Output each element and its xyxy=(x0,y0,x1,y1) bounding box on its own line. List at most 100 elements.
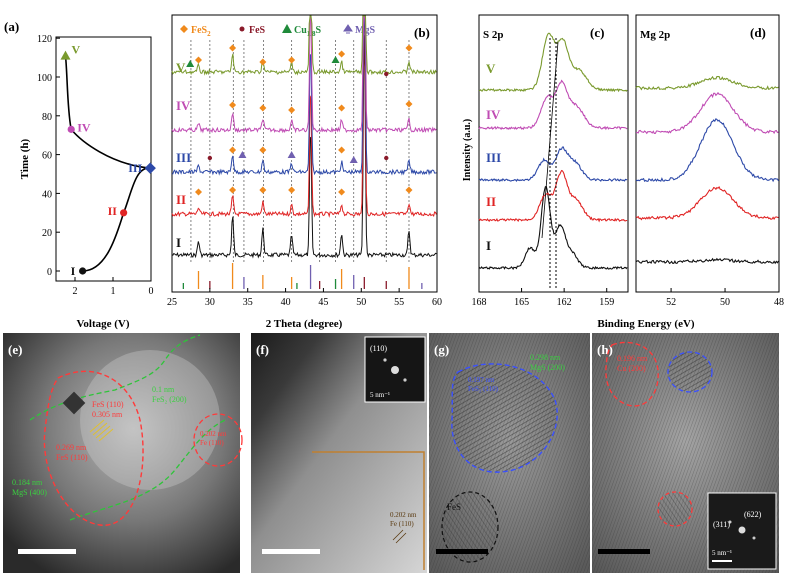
panel-d-xtick-label: 52 xyxy=(666,297,676,308)
panel-g-black-region xyxy=(441,491,499,563)
panel-d: Mg 2p (d) 52 50 48 Binding Energy (eV) xyxy=(597,14,784,330)
panel-b-trace xyxy=(172,15,437,176)
panel-e-green-boundary-2 xyxy=(69,419,226,521)
panel-e-text-7: 0.1 nm xyxy=(152,385,175,394)
panel-b-trace xyxy=(171,35,437,259)
panel-b-fes2-marker xyxy=(405,44,413,52)
panel-c-title: S 2p xyxy=(483,29,504,41)
panel-b-legend-marker xyxy=(343,24,353,34)
panel-b-fes2-marker xyxy=(229,146,237,154)
panel-g-text-1: 0.298 nm xyxy=(530,353,561,362)
panel-c-trace-label: II xyxy=(486,194,496,209)
panel-f-label: (f) xyxy=(256,342,269,357)
panel-h-text-1: 0.196 nm xyxy=(617,354,648,363)
panel-d-traces xyxy=(635,75,779,265)
panel-b-xtick-label: 35 xyxy=(243,297,253,308)
panel-b-fes2-marker xyxy=(229,44,237,52)
panel-b-xtick-label: 55 xyxy=(394,297,404,308)
panel-f-fringe-text-2: Fe (110) xyxy=(390,520,414,528)
panel-a-stage-label: IV xyxy=(77,120,91,134)
panel-b-fes2-marker xyxy=(229,101,237,109)
panel-b-fes2-marker xyxy=(259,146,267,154)
panel-a-ytick-label: 40 xyxy=(42,189,52,200)
panel-b-trace-label: IV xyxy=(176,98,191,113)
panel-d-frame xyxy=(635,14,780,293)
panel-c-trace-label: I xyxy=(486,238,491,253)
panel-b-fes2-marker xyxy=(338,146,346,154)
panel-a-label: (a) xyxy=(4,19,19,34)
panel-c-trace xyxy=(478,32,628,93)
panel-c-trace xyxy=(478,186,628,271)
panel-h-fft-label-2: (311) xyxy=(713,520,730,529)
panel-e-label: (e) xyxy=(8,342,22,357)
panel-b-frame xyxy=(171,14,438,293)
panel-b-trace xyxy=(171,15,437,218)
shared-xlabel: Binding Energy (eV) xyxy=(597,318,695,330)
panel-a-ytick-label: 60 xyxy=(42,151,52,162)
panel-e-crystal-model-icon xyxy=(62,391,86,415)
panel-b-fes2-marker xyxy=(195,56,202,64)
panel-a: (a) 0 20 40 60 80 100 120 2 1 0 Time (h) Voltage… xyxy=(4,19,156,330)
panel-b-xtick-label: 60 xyxy=(432,297,442,308)
panel-f-fft-scale: 5 nm⁻¹ xyxy=(370,391,390,399)
panel-b-traces xyxy=(171,15,437,259)
panel-d-label: (d) xyxy=(750,25,766,40)
panel-a-ytick-label: 0 xyxy=(47,267,52,278)
panel-e-text-9: 0.202 nm xyxy=(200,430,227,438)
panel-c-trace xyxy=(478,146,628,182)
panel-c-ylabel: Intensity (a.u.) xyxy=(462,119,473,182)
panel-e-text-10: Fe (110) xyxy=(200,439,224,447)
panel-c-xtick-label: 168 xyxy=(472,297,487,308)
panel-c-xtick-label: 162 xyxy=(557,297,572,308)
panel-a-yticks: 0 20 40 60 80 100 120 xyxy=(37,34,60,278)
panel-g-text-4: FeS₂ (110) xyxy=(468,385,499,393)
panel-e-red-circle xyxy=(193,413,243,467)
panel-b-legend: FeS2 FeS Cu1.8S MgS xyxy=(180,24,375,38)
panel-b-mgs-marker xyxy=(287,151,296,158)
panel-c-frame xyxy=(478,14,629,293)
panel-e-text-3: 0.269 nm xyxy=(56,443,87,452)
panel-c-trace-label: V xyxy=(486,61,496,76)
panel-g-label: (g) xyxy=(434,342,449,357)
panel-b-fes2-marker xyxy=(259,58,267,66)
panel-b-legend-marker xyxy=(282,24,292,33)
panel-f-fft-label: (110) xyxy=(370,344,387,353)
panel-a-xtick-label: 1 xyxy=(111,286,116,297)
panel-h-fft-center xyxy=(738,526,746,534)
panel-b-reference-bars xyxy=(182,263,423,289)
panel-h-fft-spot-1 xyxy=(728,520,732,524)
panel-a-ytick-label: 100 xyxy=(37,73,52,84)
panel-g-text-2: MgS (200) xyxy=(530,363,565,372)
panel-g-text-5: FeS xyxy=(447,502,461,512)
panel-b-fes2-marker xyxy=(405,186,413,194)
panel-c-xtick-label: 159 xyxy=(599,297,614,308)
panel-a-ylabel: Time (h) xyxy=(19,138,31,179)
panel-e-text-1: FeS (110) xyxy=(92,400,124,409)
panel-d-xtick-label: 48 xyxy=(774,297,784,308)
panel-b-xtick-label: 50 xyxy=(356,297,366,308)
panel-d-title: Mg 2p xyxy=(640,29,670,41)
panel-e-text-5: 0.184 nm xyxy=(12,478,43,487)
panel-b-xlabel: 2 Theta (degree) xyxy=(266,318,343,330)
panel-b-mgs-marker xyxy=(349,156,358,163)
panel-e-bright-region xyxy=(80,350,220,490)
panel-c-xticks: 168 165 162 159 xyxy=(472,288,614,308)
panel-b-trace-label: I xyxy=(176,235,181,250)
panel-b-xtick-label: 40 xyxy=(281,297,291,308)
panel-h-blue-region xyxy=(667,351,713,393)
panel-h-fft-spot-2 xyxy=(752,536,756,540)
panel-e-text-4: FeS (110) xyxy=(56,453,88,462)
panel-d-trace xyxy=(635,75,779,91)
panel-b-fes2-marker xyxy=(195,188,202,196)
panel-a-stage-marker xyxy=(120,209,128,217)
panel-b-fes2-marker xyxy=(405,100,413,108)
panel-b-xtick-label: 25 xyxy=(167,297,177,308)
panel-a-ytick-label: 80 xyxy=(42,112,52,123)
panel-b-xtick-label: 30 xyxy=(205,297,215,308)
panel-h-red-circle xyxy=(657,491,693,527)
panel-b-cu18s-marker xyxy=(331,56,340,63)
